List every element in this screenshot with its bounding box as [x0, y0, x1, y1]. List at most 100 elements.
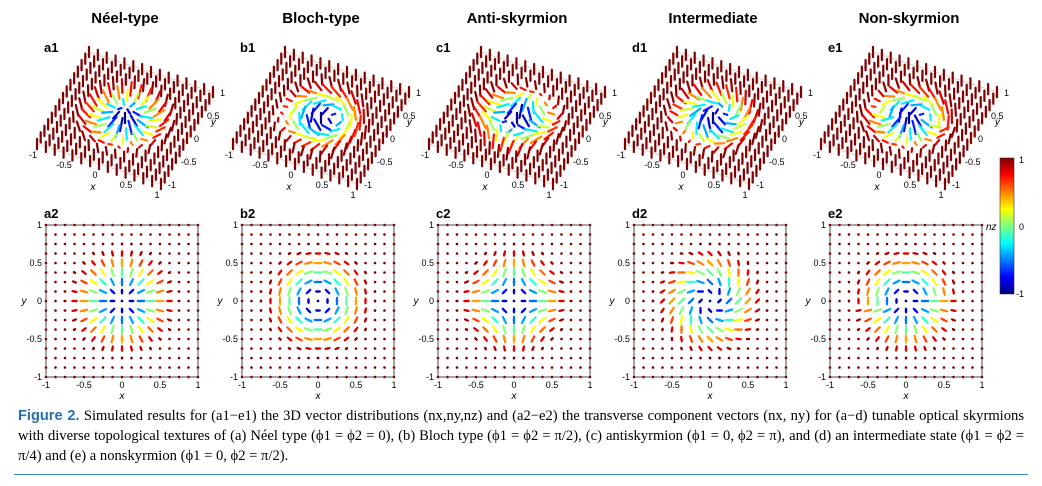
vector-dot [661, 223, 664, 227]
vector-dot [661, 271, 664, 274]
vector-dot [531, 252, 535, 255]
vector-arrow-3d [512, 131, 524, 137]
vector-dot [847, 347, 851, 350]
vector-dot [670, 375, 674, 379]
vector-dot [828, 280, 832, 284]
vector-dot [765, 290, 769, 293]
vector-dot [579, 271, 582, 274]
vector-dot [670, 366, 674, 369]
vector-dot [503, 337, 506, 341]
vector-dot [857, 309, 860, 312]
vector-dot [158, 347, 162, 350]
vector-dot [838, 233, 841, 236]
vector-dot [326, 271, 329, 274]
vector-arrow-3d [291, 105, 298, 114]
x-axis-label: x [315, 391, 322, 400]
vector-arrow-3d [918, 85, 930, 98]
vector-arrow-3d [911, 119, 917, 136]
x-tick-label-3d: -1 [617, 150, 625, 160]
vector-dot [250, 290, 253, 293]
vector-arrow-3d [687, 139, 691, 144]
vector-dot [297, 280, 301, 284]
vector-dot [689, 290, 693, 293]
vector-arrow-3d [329, 127, 341, 133]
vector-dot [240, 366, 244, 369]
vector-dot [942, 366, 946, 369]
vector-arrow-3d [720, 75, 725, 90]
vector-dot [130, 337, 133, 341]
vector-arrow-3d [349, 113, 353, 127]
vector-dot [297, 271, 301, 274]
vector-dot [904, 318, 908, 322]
x-tick-label-3d: 0 [680, 170, 685, 180]
vector-arrow-3d [100, 131, 110, 138]
vector-dot [775, 290, 778, 293]
vector-dot [737, 252, 740, 255]
vector-dot [775, 356, 778, 360]
vector-arrow-3d [466, 103, 472, 117]
vector-arrow-3d [486, 124, 491, 140]
x-tick-label-3d: 0 [92, 170, 97, 180]
vector-dot [828, 223, 832, 227]
panel-label-e2: e2 [828, 206, 843, 221]
vector-dot [642, 299, 645, 303]
vector-arrow-3d [928, 124, 943, 129]
vector-dot [455, 223, 459, 227]
y-tick-label: 1 [821, 220, 826, 230]
vector-dot [847, 280, 851, 284]
vector-dot [512, 366, 516, 369]
vector-dot [933, 261, 936, 265]
vector-dot [149, 242, 152, 246]
vector-dot [541, 290, 544, 293]
vector-dot [73, 328, 76, 331]
vector-dot [895, 261, 898, 265]
y-tick-label: 0 [821, 296, 826, 306]
vector-dot [149, 309, 152, 312]
vector-dot [588, 261, 592, 265]
vector-dot [278, 223, 282, 227]
vector-dot [326, 375, 329, 379]
vector-dot [765, 328, 769, 331]
vector-dot [63, 271, 67, 274]
vector-dot [240, 375, 244, 379]
vector-arrow-3d [861, 114, 871, 126]
vector-dot [111, 261, 114, 265]
vector-dot [316, 299, 320, 303]
vector-dot [699, 261, 702, 265]
vector-dot [158, 318, 162, 322]
vector-dot [550, 299, 554, 303]
vector-dot [569, 271, 573, 274]
vector-dot [63, 299, 67, 303]
vector-dot [857, 299, 860, 303]
vector-dot [484, 223, 487, 227]
vector-arrow-3d [139, 114, 154, 120]
vector-dot [512, 261, 516, 265]
vector-dot [187, 252, 190, 255]
vector-dot [455, 233, 459, 236]
vector-dot [316, 318, 320, 322]
vector-arrow-3d [280, 111, 284, 115]
vector-dot [493, 366, 497, 369]
vector-dot [699, 309, 702, 312]
vector-dot [718, 309, 721, 312]
vector-dot [866, 242, 870, 246]
vector-dot [73, 347, 76, 350]
y-tick-label-3d: 0 [194, 134, 199, 144]
vector-arrow-3d [129, 140, 134, 146]
vector-dot [857, 318, 860, 322]
vector-dot [961, 337, 965, 341]
vector-dot [446, 233, 449, 236]
vector-dot [680, 337, 683, 341]
vector-dot [120, 242, 124, 246]
vector-arrow-3d [538, 92, 543, 97]
vector-dot [54, 318, 57, 322]
vector-arrow-3d [697, 114, 704, 130]
vector-dot [484, 233, 487, 236]
vector-arrow-3d [150, 81, 155, 95]
vector-dot [130, 252, 133, 255]
vector-dot [828, 366, 832, 369]
vector-dot [392, 233, 396, 236]
vector-arrow-3d [110, 133, 118, 143]
